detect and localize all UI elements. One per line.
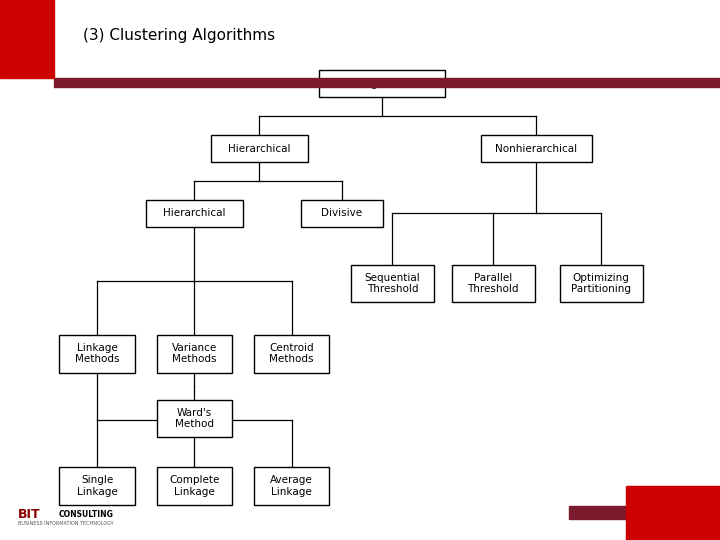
- Text: Hierarchical: Hierarchical: [228, 144, 290, 153]
- Text: Sequential
Threshold: Sequential Threshold: [364, 273, 420, 294]
- Text: (3) Clustering Algorithms: (3) Clustering Algorithms: [83, 28, 275, 43]
- FancyBboxPatch shape: [481, 135, 593, 162]
- Text: Optimizing
Partitioning: Optimizing Partitioning: [571, 273, 631, 294]
- FancyBboxPatch shape: [452, 265, 534, 302]
- FancyBboxPatch shape: [60, 335, 135, 373]
- FancyBboxPatch shape: [60, 467, 135, 505]
- Text: Ward's
Method: Ward's Method: [175, 408, 214, 429]
- Text: Average
Linkage: Average Linkage: [270, 475, 313, 497]
- Text: Divisive: Divisive: [321, 208, 363, 218]
- FancyBboxPatch shape: [157, 467, 232, 505]
- FancyBboxPatch shape: [351, 265, 433, 302]
- FancyBboxPatch shape: [210, 135, 308, 162]
- Text: Parallel
Threshold: Parallel Threshold: [467, 273, 519, 294]
- Text: Variance
Methods: Variance Methods: [172, 343, 217, 364]
- Text: Nonhierarchical: Nonhierarchical: [495, 144, 577, 153]
- Text: Centroid
Methods: Centroid Methods: [269, 343, 314, 364]
- Text: BUSINESS INFORMATION TECHNOLOGY: BUSINESS INFORMATION TECHNOLOGY: [18, 521, 114, 526]
- FancyBboxPatch shape: [301, 200, 383, 227]
- FancyBboxPatch shape: [319, 70, 444, 97]
- FancyBboxPatch shape: [254, 467, 330, 505]
- FancyBboxPatch shape: [145, 200, 243, 227]
- Text: Single
Linkage: Single Linkage: [77, 475, 117, 497]
- Text: Complete
Linkage: Complete Linkage: [169, 475, 220, 497]
- Text: Hierarchical: Hierarchical: [163, 208, 225, 218]
- Text: 9: 9: [668, 506, 678, 520]
- Text: BIT: BIT: [18, 508, 40, 521]
- Text: CONSULTING: CONSULTING: [59, 510, 114, 518]
- FancyBboxPatch shape: [254, 335, 330, 373]
- Text: Linkage
Methods: Linkage Methods: [75, 343, 120, 364]
- FancyBboxPatch shape: [157, 335, 232, 373]
- FancyBboxPatch shape: [560, 265, 643, 302]
- FancyBboxPatch shape: [157, 400, 232, 437]
- Text: Clustering Procedures: Clustering Procedures: [324, 79, 439, 89]
